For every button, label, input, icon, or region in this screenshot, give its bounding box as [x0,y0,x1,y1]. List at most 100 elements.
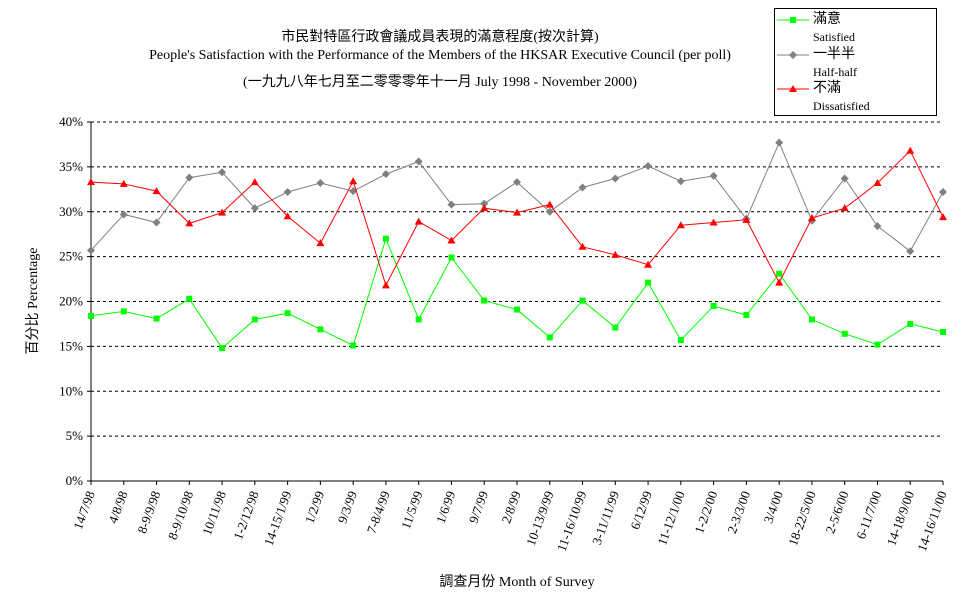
data-point-dissatisfied [611,250,620,258]
data-point-dissatisfied [709,218,718,226]
x-axis-title: 調查月份 Month of Survey [439,574,594,590]
data-point-half-half [578,183,587,192]
x-tick-label: 14-15/1/99 [261,489,295,548]
y-tick-label: 15% [59,338,83,353]
data-point-dissatisfied [742,215,751,223]
data-point-half-half [840,174,849,183]
data-point-satisfied [677,337,684,344]
legend-sublabel-half-half: Half-half [813,65,857,79]
gridlines [91,121,943,437]
data-point-half-half [611,174,620,183]
data-point-satisfied [645,279,652,286]
y-tick-label: 35% [59,159,83,174]
data-point-dissatisfied [480,204,489,212]
y-tick-label: 5% [66,428,84,443]
data-point-half-half [709,171,718,180]
legend-item-satisfied: 滿意 Satisfied [775,12,935,46]
data-point-satisfied [514,306,520,313]
data-point-satisfied [415,316,422,323]
x-tick-label: 1-2/12/98 [230,489,261,542]
data-point-half-half [185,173,194,182]
x-tick-label: 2-3/3/00 [724,489,753,536]
data-point-dissatisfied [381,281,390,289]
data-point-satisfied [940,329,946,336]
legend-item-half-half: 一半半 Half-half [775,47,935,81]
data-point-half-half [87,246,95,255]
data-point-dissatisfied [250,178,259,186]
data-point-half-half [414,157,423,166]
x-tick-label: 6-11/7/00 [853,489,884,541]
x-tick-label: 6/12/99 [627,489,655,531]
data-point-half-half [939,188,947,197]
x-tick-label: 7-8/4/99 [364,489,393,536]
data-point-half-half [480,199,489,208]
x-tick-label: 14/7/98 [70,489,98,531]
x-tick-label: 3/4/00 [761,489,786,525]
x-tick-label: 1/2/99 [302,489,327,525]
series-line-satisfied [90,237,944,349]
legend-label-satisfied: 滿意 [813,12,841,27]
data-point-half-half [775,138,784,147]
data-point-half-half [513,178,521,187]
data-point-satisfied [546,334,553,341]
data-point-satisfied [120,308,127,315]
data-point-satisfied [219,345,226,352]
data-point-half-half [381,170,390,179]
data-point-satisfied [710,302,717,309]
series [87,138,947,352]
data-point-half-half [447,200,456,209]
data-point-dissatisfied [119,179,128,187]
legend-label-dissatisfied: 不滿 [813,81,841,96]
data-point-satisfied [251,316,258,323]
x-tick-label: 2-5/6/00 [822,489,851,536]
series-satisfied [88,235,946,352]
data-point-half-half [218,168,227,177]
data-point-half-half [283,188,292,197]
legend-item-dissatisfied: 不滿 Dissatisfied [775,81,935,115]
x-tick-label: 10-13/9/99 [523,489,557,548]
data-point-satisfied [841,330,848,337]
legend-label-half-half: 一半半 [813,47,855,62]
data-point-satisfied [808,316,815,323]
data-point-half-half [349,187,358,196]
y-tick-label: 30% [59,204,83,219]
data-point-dissatisfied [644,260,653,268]
data-point-dissatisfied [283,212,292,220]
y-tick-label: 20% [59,294,83,309]
x-tick-label: 14-18/9/00 [883,489,917,548]
data-point-dissatisfied [939,213,947,221]
data-point-satisfied [350,342,357,349]
data-point-satisfied [382,235,389,242]
data-point-satisfied [874,341,881,348]
y-tick-label: 0% [66,473,84,488]
x-tick-labels: 14/7/98 4/8/98 8-9/9/98 8-9/10/98 10/11/98 1-… [70,481,950,553]
data-point-dissatisfied [218,208,227,216]
legend: 滿意 Satisfied 一半半 Half-half 不滿 Dissatisfi… [774,8,937,116]
x-tick-label: 4/8/98 [105,489,130,525]
x-tick-label: 8-9/9/98 [134,489,163,536]
x-tick-label: 18-22/5/00 [785,489,819,548]
data-point-dissatisfied [447,236,456,244]
legend-marker-half-half [777,51,809,59]
data-point-satisfied [743,311,750,318]
data-point-half-half [644,161,653,170]
x-tick-label: 2/8/99 [498,489,523,525]
data-point-half-half [906,247,915,256]
data-point-satisfied [907,320,914,327]
data-point-half-half [545,207,554,216]
data-point-satisfied [481,297,488,304]
data-point-dissatisfied [152,187,161,195]
y-axis-title: 百分比 Percentage [25,248,41,355]
series-half-half [87,138,947,256]
data-point-dissatisfied [185,219,194,227]
data-point-dissatisfied [775,278,784,286]
data-point-satisfied [776,270,783,277]
data-point-dissatisfied [906,146,915,154]
series-line-half-half [90,141,944,252]
data-point-dissatisfied [840,204,849,212]
data-point-half-half [250,204,259,213]
data-point-dissatisfied [316,239,325,247]
data-point-satisfied [284,310,291,317]
data-point-satisfied [579,297,586,304]
